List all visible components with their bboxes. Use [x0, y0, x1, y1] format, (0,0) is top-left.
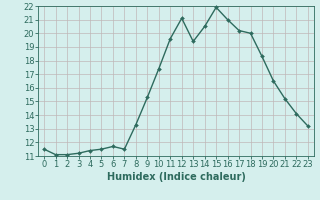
X-axis label: Humidex (Indice chaleur): Humidex (Indice chaleur) [107, 172, 245, 182]
